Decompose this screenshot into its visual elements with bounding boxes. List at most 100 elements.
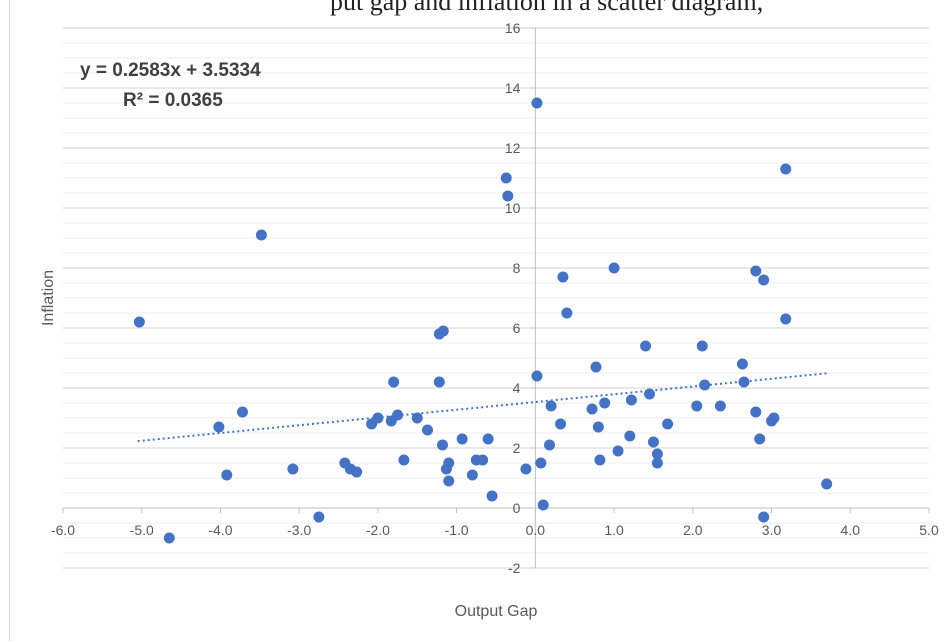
- data-point: [221, 469, 233, 481]
- data-point: [758, 274, 770, 286]
- data-point: [398, 454, 410, 466]
- x-tick-label: -3.0: [287, 522, 311, 538]
- data-point: [750, 406, 762, 418]
- y-tick-label: 6: [513, 320, 521, 336]
- data-point: [500, 172, 512, 184]
- data-point: [780, 313, 792, 325]
- y-tick-label: 2: [513, 440, 521, 456]
- data-point: [696, 340, 708, 352]
- data-point: [443, 475, 455, 487]
- data-point: [590, 361, 602, 373]
- y-tick-label: -2: [508, 560, 521, 576]
- data-point: [287, 463, 299, 475]
- data-point: [133, 316, 145, 328]
- x-tick-label: -2.0: [366, 522, 390, 538]
- gridlines: [63, 27, 929, 569]
- y-tick-label: 8: [513, 260, 521, 276]
- y-tick-label: 4: [513, 380, 521, 396]
- data-point: [768, 412, 780, 424]
- x-tick-label: 3.0: [762, 522, 782, 538]
- data-point: [780, 163, 792, 175]
- data-point: [555, 418, 567, 430]
- trendline: [137, 372, 827, 443]
- x-tick-label: -6.0: [51, 522, 75, 538]
- data-point: [486, 490, 498, 502]
- data-point: [714, 400, 726, 412]
- x-tick-label: -4.0: [208, 522, 232, 538]
- data-point: [531, 370, 543, 382]
- data-point: [236, 406, 248, 418]
- data-point: [738, 376, 750, 388]
- y-tick-label: 12: [505, 140, 521, 156]
- data-point: [372, 412, 384, 424]
- data-point: [213, 421, 225, 433]
- data-point: [388, 376, 400, 388]
- data-point: [313, 511, 325, 523]
- data-point: [466, 469, 478, 481]
- trendline-layer: [137, 372, 827, 443]
- data-point: [544, 439, 556, 451]
- data-point: [433, 376, 445, 388]
- data-point: [691, 400, 703, 412]
- data-point: [647, 436, 659, 448]
- data-point: [624, 430, 636, 442]
- data-point: [821, 478, 833, 490]
- data-point: [662, 418, 674, 430]
- data-point: [612, 445, 624, 457]
- r-squared-label: R² = 0.0365: [123, 90, 223, 111]
- x-tick-label: 0.0: [526, 522, 546, 538]
- data-points: [133, 97, 833, 544]
- x-tick-label: 1.0: [604, 522, 624, 538]
- data-point: [351, 466, 363, 478]
- data-point: [392, 409, 404, 421]
- data-point: [411, 412, 423, 424]
- x-tick-label: -5.0: [130, 522, 154, 538]
- data-point: [537, 499, 549, 511]
- tick-labels: -6.0 -5.0 -4.0 -3.0 -2.0 -1.0 0.0 1.0 2.0 3.0 4.0 5…: [51, 20, 939, 576]
- trendline-equation: y = 0.2583x + 3.5334: [80, 60, 261, 81]
- data-point: [651, 457, 663, 469]
- data-point: [594, 454, 606, 466]
- data-point: [557, 271, 569, 283]
- axes: [62, 27, 930, 569]
- data-point: [625, 394, 637, 406]
- data-point: [482, 433, 494, 445]
- data-point: [422, 424, 434, 436]
- data-point: [163, 532, 175, 544]
- x-axis-title: Output Gap: [455, 603, 538, 620]
- data-point: [599, 397, 611, 409]
- x-tick-label: 4.0: [841, 522, 861, 538]
- y-tick-label: 16: [505, 20, 521, 36]
- data-point: [520, 463, 532, 475]
- data-point: [750, 265, 762, 277]
- y-tick-label: 10: [505, 200, 521, 216]
- data-point: [640, 340, 652, 352]
- left-border-rule: [9, 0, 10, 641]
- data-point: [477, 454, 489, 466]
- data-point: [437, 325, 449, 337]
- data-point: [644, 388, 656, 400]
- x-tick-label: 2.0: [683, 522, 703, 538]
- data-point: [758, 511, 770, 523]
- data-point: [531, 97, 543, 109]
- y-tick-label: 14: [505, 80, 521, 96]
- caption-text-fragment: put gap and inflation in a scatter diagr…: [330, 0, 764, 16]
- data-point: [586, 403, 598, 415]
- data-point: [255, 229, 267, 241]
- data-point: [736, 358, 748, 370]
- data-point: [443, 457, 455, 469]
- data-point: [651, 448, 663, 460]
- data-point: [699, 379, 711, 391]
- data-point: [456, 433, 468, 445]
- y-tick-label: 0: [513, 500, 521, 516]
- y-axis-title: Inflation: [40, 270, 57, 326]
- data-point: [545, 400, 557, 412]
- data-point: [592, 421, 604, 433]
- x-tick-label: 5.0: [919, 522, 939, 538]
- x-tick-label: -1.0: [445, 522, 469, 538]
- data-point: [502, 190, 514, 202]
- data-point: [535, 457, 547, 469]
- data-point: [561, 307, 573, 319]
- data-point: [754, 433, 766, 445]
